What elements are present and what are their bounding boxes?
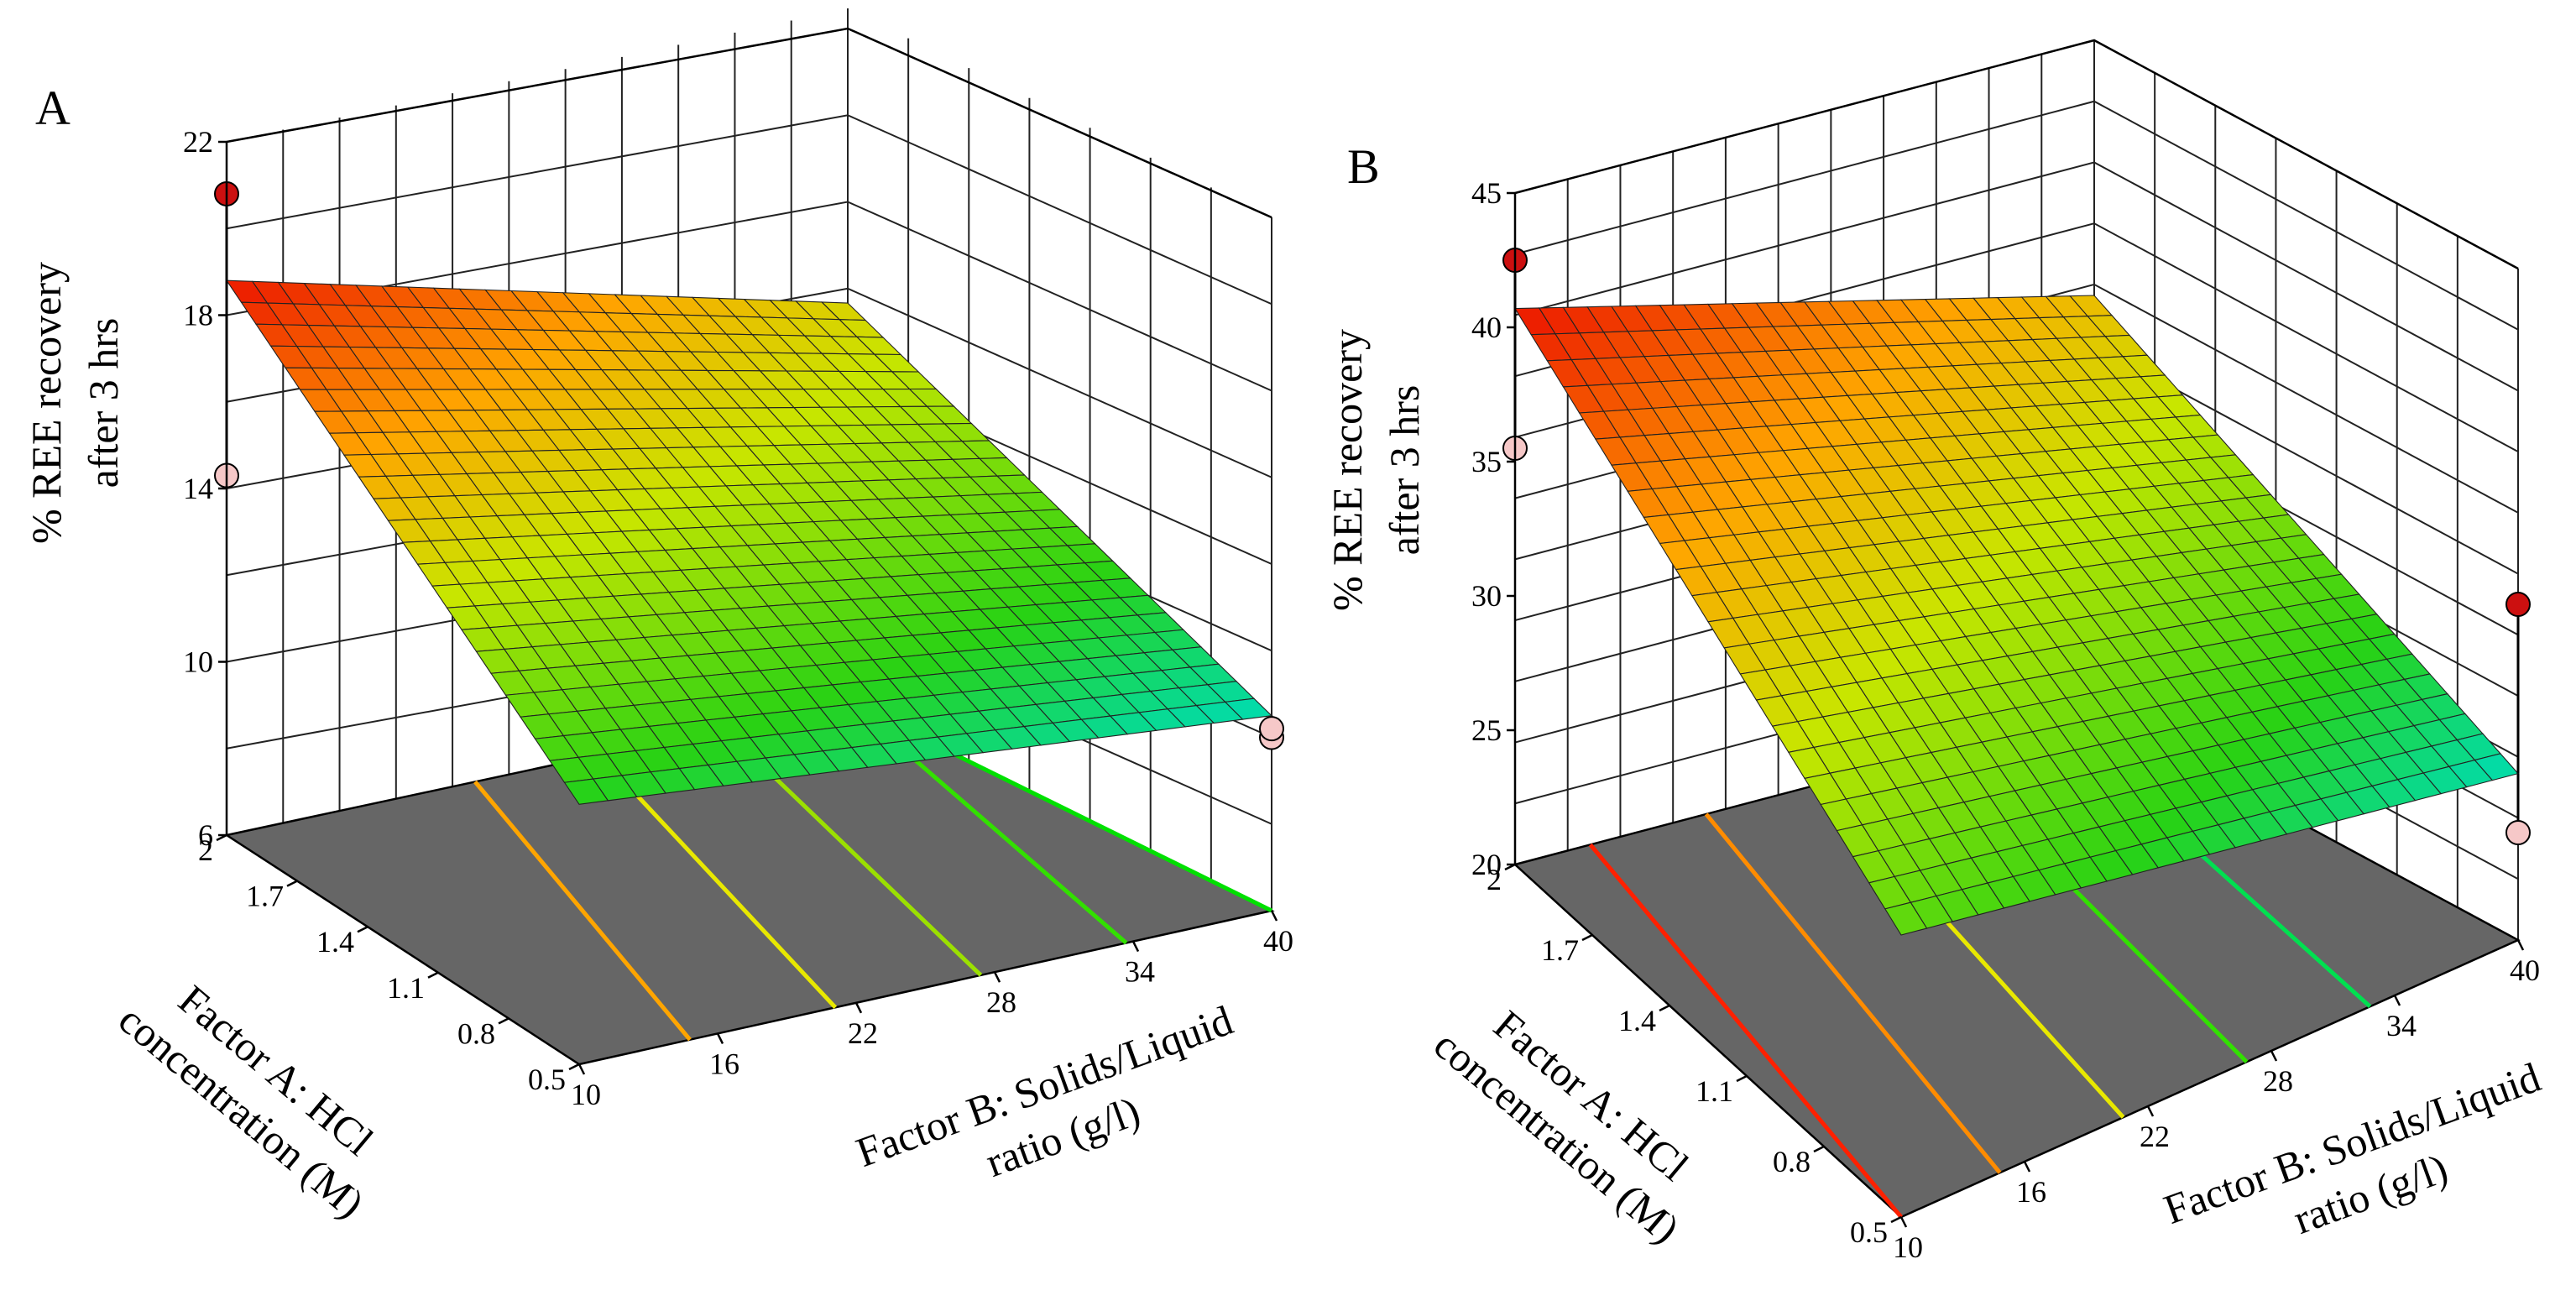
chart-b-y-tick-label: 10 xyxy=(1893,1230,1923,1264)
chart-b-x-tick-mark xyxy=(1736,1074,1748,1083)
chart-b-y-tick-label: 28 xyxy=(2263,1064,2293,1098)
chart-b-design-point xyxy=(2505,592,2531,617)
chart-a-ticks: 6 10 14 18 22 0.5 0.8 1.1 1.4 1.7 2 10 16 22 28 34 40 xyxy=(183,125,1293,1111)
chart-a-y-tick-label: 10 xyxy=(571,1078,601,1111)
chart-b-x-tick-label: 0.8 xyxy=(1773,1145,1811,1178)
chart-a-panel-label: A xyxy=(35,81,71,135)
chart-b-design-point xyxy=(2505,820,2531,845)
chart-b-surface xyxy=(1514,295,2520,936)
chart-a-surface xyxy=(225,279,1273,805)
chart-b-y-tick-label: 40 xyxy=(2510,953,2540,987)
chart-b-z-tick-label: 35 xyxy=(1471,445,1502,478)
chart-b-z-label-line2: after 3 hrs xyxy=(1381,385,1428,556)
chart-a-x-tick-label: 1.1 xyxy=(387,971,425,1005)
chart-b-y-tick-label: 16 xyxy=(2016,1175,2046,1209)
chart-a-x-tick-mark xyxy=(427,971,439,979)
chart-b-x-tick-mark xyxy=(1890,1215,1902,1224)
chart-b-y-axis-label: Factor B: Solids/Liquid ratio (g/l) xyxy=(2158,1053,2547,1243)
chart-a-y-tick-label: 16 xyxy=(709,1047,739,1080)
chart-a-y-tick-label: 28 xyxy=(986,985,1016,1019)
chart-a-x-tick-mark xyxy=(216,833,227,842)
chart-a-y-tick-mark xyxy=(854,1002,863,1014)
chart-a-z-label-line2: after 3 hrs xyxy=(80,318,127,488)
chart-b-x-tick-mark xyxy=(1581,933,1593,942)
chart-b-contour-line xyxy=(1704,812,2002,1174)
chart-b-z-label-line1: % REE recovery xyxy=(1324,329,1371,611)
chart-b-z-tick-label: 45 xyxy=(1471,176,1502,210)
chart-b-x-tick-label: 2 xyxy=(1487,863,1502,896)
chart-b-z-tick-label: 20 xyxy=(1471,848,1502,881)
chart-a-z-tick-label: 10 xyxy=(183,645,213,679)
chart-a-x-tick-label: 1.4 xyxy=(316,925,354,959)
chart-a-y-tick-mark xyxy=(577,1063,586,1075)
chart-b-x-tick-label: 1.1 xyxy=(1696,1074,1733,1108)
chart-b-y-tick-mark xyxy=(2146,1105,2155,1117)
chart-a-z-tick-label: 22 xyxy=(183,125,213,159)
chart-b-x-tick-mark xyxy=(1813,1145,1825,1153)
chart-a-z-axis-label: % REE recovery after 3 hrs xyxy=(23,262,127,544)
chart-a-y-tick-mark xyxy=(1270,910,1278,922)
chart-b: 20 25 30 35 40 45 0.5 0.8 1.1 1.4 1.7 2 10 16 22 28 34 40… xyxy=(1324,39,2547,1264)
chart-a-x-tick-label: 0.5 xyxy=(528,1063,566,1096)
chart-b-x-axis-label: Factor A: HCl concentration (M) xyxy=(1425,1000,1697,1251)
chart-b-x-tick-mark xyxy=(1659,1004,1670,1012)
chart-b-z-tick-label: 40 xyxy=(1471,311,1502,344)
chart-b-y-tick-mark xyxy=(2023,1161,2031,1173)
chart-a-y-tick-label: 40 xyxy=(1263,924,1293,958)
chart-b-y-tick-label: 34 xyxy=(2386,1009,2417,1042)
chart-a-design-point xyxy=(1259,716,1284,742)
chart-a-z-tick-label: 18 xyxy=(183,299,213,332)
chart-b-ticks: 20 25 30 35 40 45 0.5 0.8 1.1 1.4 1.7 2 10 16 22 28 34 40 xyxy=(1471,176,2540,1264)
chart-b-top-frame xyxy=(1514,39,2519,270)
chart-a-z-label-line1: % REE recovery xyxy=(23,262,70,544)
chart-b-x-tick-label: 0.5 xyxy=(1850,1215,1888,1249)
chart-a-y-tick-label: 22 xyxy=(848,1016,878,1050)
chart-b-x-tick-label: 1.4 xyxy=(1618,1004,1656,1037)
chart-a-x-tick-mark xyxy=(568,1063,580,1071)
chart-a-y-tick-label: 34 xyxy=(1125,955,1155,989)
chart-b-y-tick-mark xyxy=(2516,939,2525,951)
chart-b-y-tick-mark xyxy=(2270,1050,2278,1062)
chart-a-x-tick-mark xyxy=(357,926,368,933)
chart-a-x-tick-label: 2 xyxy=(198,833,213,867)
chart-a-y-axis-label: Factor B: Solids/Liquid ratio (g/l) xyxy=(850,996,1239,1186)
chart-b-contour-line xyxy=(1588,843,1903,1219)
chart-a-x-tick-mark xyxy=(498,1017,509,1025)
chart-a-z-tick-label: 14 xyxy=(183,472,213,505)
chart-a-y-tick-mark xyxy=(1131,941,1140,953)
chart-a-x-axis-label: Factor A: HCl concentration (M) xyxy=(110,975,382,1226)
chart-a-contour-line xyxy=(473,780,692,1042)
chart-a-x-tick-label: 0.8 xyxy=(457,1016,495,1050)
chart-b-y-tick-mark xyxy=(2393,995,2401,1006)
chart-a-surface-cell xyxy=(1224,697,1273,720)
chart-a-y-tick-mark xyxy=(993,971,1001,983)
chart-b-y-tick-mark xyxy=(1899,1216,1908,1228)
chart-b-panel-label: B xyxy=(1347,139,1380,194)
chart-b-y-tick-label: 22 xyxy=(2140,1120,2170,1153)
chart-a-y-tick-mark xyxy=(716,1032,724,1044)
chart-b-x-tick-label: 1.7 xyxy=(1541,933,1579,967)
chart-b-z-tick-label: 25 xyxy=(1471,713,1502,747)
chart-b-x-tick-mark xyxy=(1504,863,1516,871)
chart-a-z-tick-label: 6 xyxy=(198,818,213,852)
chart-b-z-axis-label: % REE recovery after 3 hrs xyxy=(1324,329,1428,611)
chart-a-top-frame xyxy=(226,27,1272,219)
chart-b-z-tick-label: 30 xyxy=(1471,579,1502,613)
chart-a-x-tick-mark xyxy=(286,880,298,887)
chart-a-x-tick-label: 1.7 xyxy=(246,880,284,913)
